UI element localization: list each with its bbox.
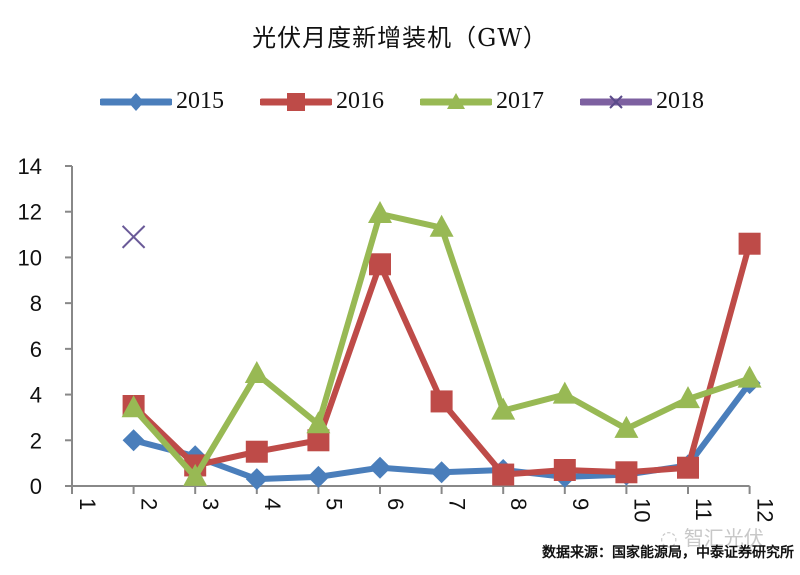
legend: 2015 2016 2017 2018: [100, 88, 704, 115]
data-point: [244, 361, 269, 383]
y-tick-label: 10: [18, 245, 42, 270]
y-tick-label: 0: [30, 474, 42, 499]
data-point: [492, 463, 515, 486]
series-2018: [121, 225, 146, 249]
legend-item-2016: 2016: [260, 88, 384, 115]
legend-item-2018: 2018: [580, 88, 704, 115]
data-point: [245, 440, 268, 463]
legend-item-2015: 2015: [100, 88, 224, 115]
data-point: [122, 429, 145, 452]
x-tick-label: 3: [198, 498, 223, 510]
legend-label: 2016: [336, 88, 384, 114]
data-point: [430, 461, 453, 484]
data-point: [369, 456, 391, 479]
data-point: [183, 463, 208, 486]
data-point: [552, 381, 577, 404]
data-point: [491, 397, 516, 420]
source-note: 数据来源：国家能源局，中泰证券研究所: [542, 545, 794, 561]
data-point: [368, 201, 392, 223]
data-point: [245, 468, 268, 491]
x-tick-label: 5: [321, 498, 346, 510]
data-point: [369, 253, 391, 276]
data-point: [121, 395, 146, 418]
series-2017: [121, 201, 762, 486]
x-tick-label: 10: [629, 498, 654, 522]
x-tick-label: 6: [383, 498, 408, 510]
series-2015: [122, 372, 761, 491]
diamond-marker-icon: [100, 92, 172, 111]
x-tick-label: 7: [445, 498, 470, 510]
data-point: [615, 461, 638, 484]
y-tick-label: 8: [30, 291, 42, 316]
data-point: [676, 386, 700, 409]
data-point: [430, 390, 453, 413]
data-point: [614, 415, 639, 438]
data-point: [429, 214, 454, 237]
y-tick-label: 14: [18, 154, 42, 179]
data-point: [737, 365, 762, 388]
data-point: [307, 429, 330, 452]
legend-item-2017: 2017: [420, 88, 544, 115]
x-tick-label: 11: [691, 498, 716, 521]
y-tick-label: 4: [30, 383, 42, 408]
x-tick-label: 1: [75, 498, 100, 510]
x-tick-label: 8: [506, 498, 531, 510]
watermark: ◌ 智汇光伏: [660, 522, 764, 551]
x-tick-label: 2: [137, 498, 162, 510]
series-layer: [121, 201, 762, 491]
legend-label: 2018: [656, 88, 704, 114]
data-point: [553, 459, 576, 481]
legend-label: 2017: [496, 88, 544, 114]
series-2016: [122, 232, 761, 486]
wechat-icon: ◌: [660, 526, 678, 550]
square-marker-icon: [260, 92, 332, 111]
watermark-text: 智汇光伏: [683, 526, 764, 550]
y-tick-label: 12: [18, 200, 42, 225]
triangle-marker-icon: [420, 92, 492, 109]
x-tick-label: 12: [753, 498, 778, 522]
chart-title: 光伏月度新增装机（GW）: [252, 24, 548, 52]
data-point: [738, 232, 761, 255]
data-point: [307, 465, 330, 488]
data-point: [677, 456, 699, 479]
legend-label: 2015: [176, 88, 224, 114]
y-tick-label: 2: [30, 428, 42, 453]
x-tick-label: 4: [260, 498, 285, 510]
y-tick-label: 6: [30, 337, 42, 362]
x-marker-icon: [580, 94, 652, 109]
data-point: [306, 411, 331, 434]
x-tick-label: 9: [568, 498, 593, 510]
